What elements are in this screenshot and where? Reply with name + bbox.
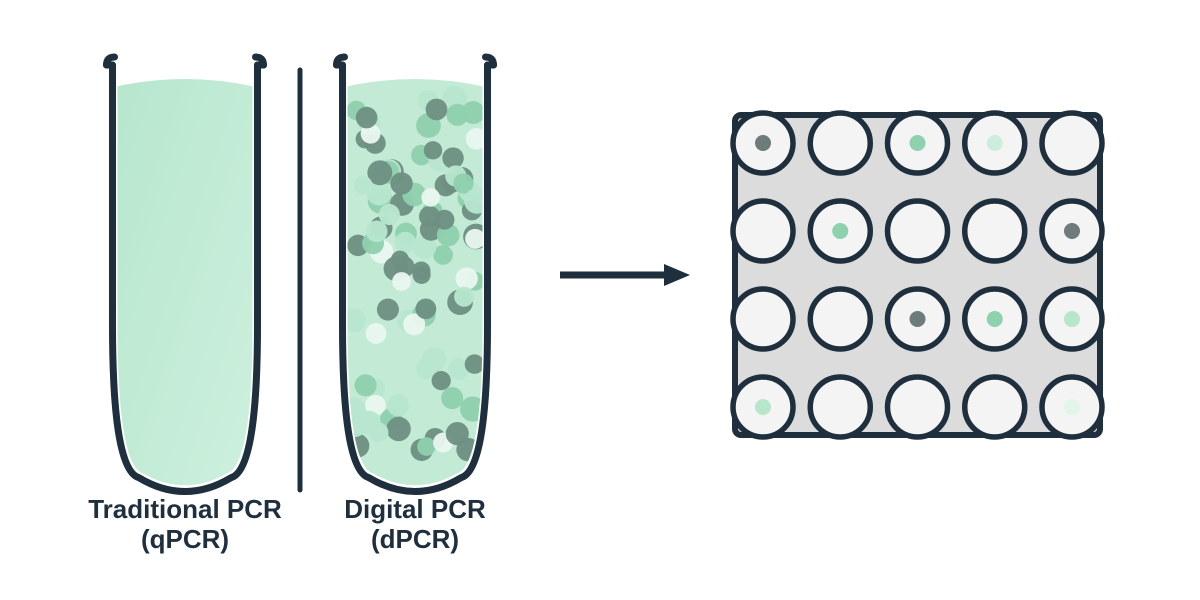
droplet: [390, 172, 412, 194]
plate-well: [810, 289, 870, 349]
well-dot: [832, 223, 848, 239]
droplet: [455, 267, 477, 289]
label-traditional-pcr: Traditional PCR (qPCR): [75, 495, 295, 555]
droplet: [395, 232, 416, 253]
droplet: [357, 411, 381, 435]
droplet: [424, 141, 442, 159]
droplet: [366, 221, 388, 243]
droplet: [454, 287, 474, 307]
droplet: [422, 348, 446, 372]
droplet: [412, 261, 430, 279]
plate-well: [888, 377, 948, 437]
droplet: [356, 107, 378, 129]
arrow-head-icon: [664, 264, 690, 286]
tube-rim: [107, 57, 264, 65]
droplet: [426, 99, 448, 121]
droplet: [421, 188, 440, 207]
well-dot: [755, 135, 771, 151]
label-traditional-pcr-line1: Traditional PCR: [88, 494, 282, 524]
droplet: [465, 354, 485, 374]
droplet: [386, 417, 410, 441]
tube-dpcr: [337, 57, 494, 492]
droplet: [366, 323, 387, 344]
droplet: [435, 210, 455, 230]
tube-qpcr: [107, 57, 264, 492]
label-digital-pcr-line1: Digital PCR: [344, 494, 486, 524]
droplet: [465, 229, 485, 249]
diagram-root: Traditional PCR (qPCR) Digital PCR (dPCR…: [0, 0, 1200, 600]
label-traditional-pcr-line2: (qPCR): [75, 525, 295, 555]
droplet: [442, 147, 463, 168]
droplet: [377, 299, 399, 321]
well-dot: [987, 135, 1003, 151]
plate-well: [733, 289, 793, 349]
droplet: [462, 101, 485, 124]
plate-well: [733, 201, 793, 261]
well-dot: [1064, 311, 1080, 327]
plate-well: [810, 377, 870, 437]
plate-well: [965, 201, 1025, 261]
droplet: [432, 371, 451, 390]
droplet: [441, 387, 463, 409]
droplet: [417, 437, 436, 456]
plate-well: [888, 201, 948, 261]
droplet: [354, 176, 373, 195]
label-digital-pcr: Digital PCR (dPCR): [305, 495, 525, 555]
plate-well: [810, 113, 870, 173]
droplet: [387, 394, 409, 416]
well-dot: [1064, 223, 1080, 239]
label-digital-pcr-line2: (dPCR): [305, 525, 525, 555]
tube-rim: [337, 57, 494, 65]
well-dot: [1064, 399, 1080, 415]
plate-well: [965, 377, 1025, 437]
plate-well: [1042, 113, 1102, 173]
droplet: [416, 298, 437, 319]
liquid-qpcr: [118, 79, 253, 485]
well-dot: [755, 399, 771, 415]
well-dot: [910, 135, 926, 151]
well-plate: [733, 113, 1102, 437]
droplet: [391, 251, 409, 269]
well-dot: [987, 311, 1003, 327]
well-dot: [910, 311, 926, 327]
droplet: [392, 272, 411, 291]
droplet: [355, 374, 377, 396]
